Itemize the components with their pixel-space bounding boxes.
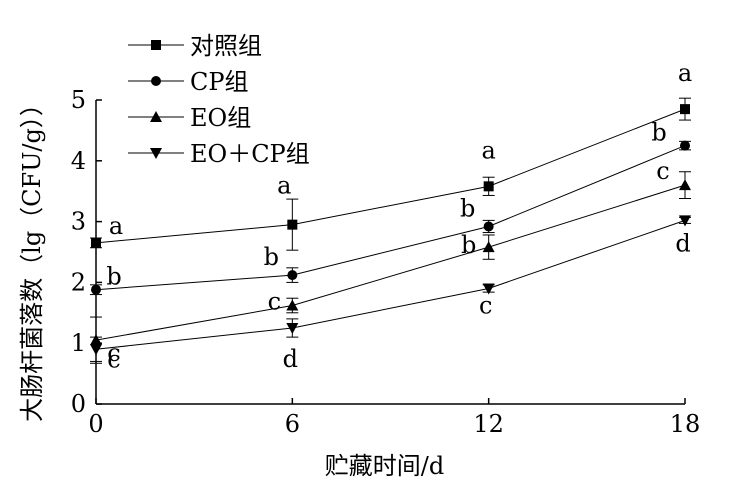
data-point xyxy=(680,104,690,115)
y-tick-label: 4 xyxy=(71,147,86,175)
data-point xyxy=(91,237,101,248)
x-tick-label: 0 xyxy=(88,410,103,438)
x-tick-label: 6 xyxy=(285,410,300,438)
data-point xyxy=(287,219,298,230)
data-point xyxy=(286,323,299,334)
legend-label: EO组 xyxy=(190,104,251,132)
legend-item: 对照组 xyxy=(128,32,262,60)
y-axis-title: 大肠杆菌落数（lg（CFU/g）） xyxy=(18,92,46,422)
significance-letter: c xyxy=(479,291,492,319)
data-point xyxy=(91,284,101,295)
significance-letter: d xyxy=(283,345,298,373)
series-line xyxy=(95,219,686,350)
significance-letter: b xyxy=(106,263,121,291)
significance-letter: a xyxy=(678,59,692,87)
series-line xyxy=(95,184,686,341)
data-point xyxy=(680,140,690,151)
legend-marker xyxy=(150,111,162,122)
significance-letter: b xyxy=(651,119,666,147)
legend-item: EO组 xyxy=(128,104,251,132)
data-point xyxy=(482,283,495,295)
data-point xyxy=(482,241,495,253)
series-1: a a a a xyxy=(90,59,692,251)
data-point xyxy=(90,344,102,356)
significance-letter: a xyxy=(109,212,123,240)
data-point xyxy=(483,181,494,192)
legend-marker xyxy=(150,148,162,159)
data-point xyxy=(679,179,691,191)
legend-marker xyxy=(151,40,161,50)
significance-letter: b xyxy=(264,243,279,271)
y-tick-label: 0 xyxy=(71,390,86,418)
legend-label: 对照组 xyxy=(190,32,262,60)
significance-letter: b xyxy=(460,194,475,222)
significance-letter: b xyxy=(461,231,476,259)
legend-marker xyxy=(151,76,161,86)
y-tick-label: 2 xyxy=(71,268,86,296)
significance-letter: a xyxy=(482,136,496,164)
series-4: c d c d xyxy=(90,215,691,373)
x-tick-label: 18 xyxy=(670,410,701,438)
significance-letter: c xyxy=(656,157,669,185)
data-point xyxy=(286,299,299,311)
data-point xyxy=(287,270,298,281)
y-tick-label: 3 xyxy=(71,208,86,236)
significance-letter: c xyxy=(107,339,120,367)
legend-label: EO＋CP组 xyxy=(190,140,310,168)
legend-item: CP组 xyxy=(128,68,249,96)
series-line xyxy=(95,145,686,291)
significance-letter: c xyxy=(107,345,120,373)
legend-item: EO＋CP组 xyxy=(128,140,310,168)
y-tick-label: 1 xyxy=(71,329,86,357)
data-point xyxy=(483,221,494,232)
significance-letter: a xyxy=(277,172,291,200)
significance-letter: c xyxy=(268,288,281,316)
significance-letter: d xyxy=(675,229,690,257)
y-tick-label: 5 xyxy=(71,86,86,114)
legend-label: CP组 xyxy=(190,68,249,96)
series-line xyxy=(95,108,686,244)
x-tick-label: 12 xyxy=(473,410,504,438)
legend: 对照组 CP组 EO组 EO＋CP组 xyxy=(128,32,310,168)
data-point xyxy=(679,215,691,227)
x-axis-title: 贮藏时间/d xyxy=(325,452,444,480)
